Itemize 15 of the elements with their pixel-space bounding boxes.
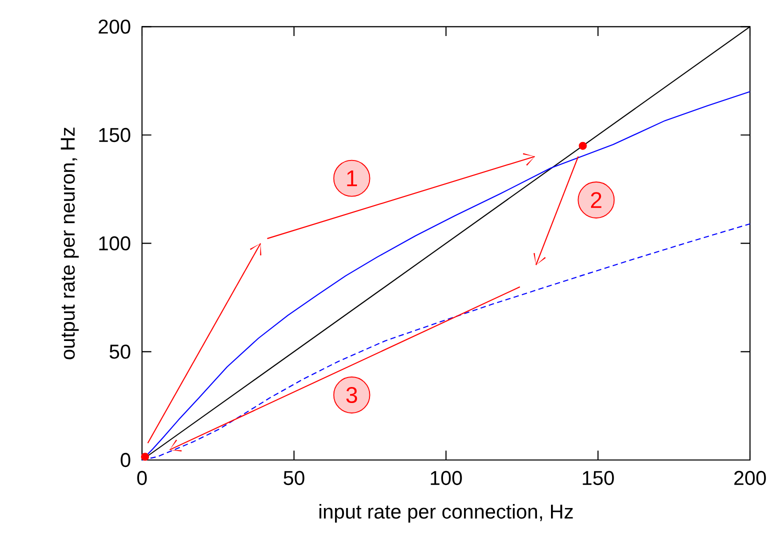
x-tick-label: 100 [430, 470, 462, 486]
y-tick-label: 50 [110, 344, 130, 359]
y-tick-label: 150 [99, 128, 130, 142]
y-tick-label: 100 [99, 236, 130, 250]
annotation: 2 [591, 192, 602, 208]
y-tick-label: 200 [98, 20, 130, 34]
x-tick-label: 200 [734, 470, 766, 486]
annotation: 1 [347, 170, 357, 186]
x-axis-title: input rate per connection, Hz [319, 504, 573, 523]
annotation: 3 [346, 386, 358, 404]
y-axis-title: output rate per neuron, Hz [60, 128, 79, 360]
x-tick-label: 150 [582, 470, 614, 486]
y-tick-label: 0 [120, 452, 130, 468]
x-tick-label: 0 [137, 470, 147, 486]
x-tick-label: 50 [284, 470, 304, 486]
